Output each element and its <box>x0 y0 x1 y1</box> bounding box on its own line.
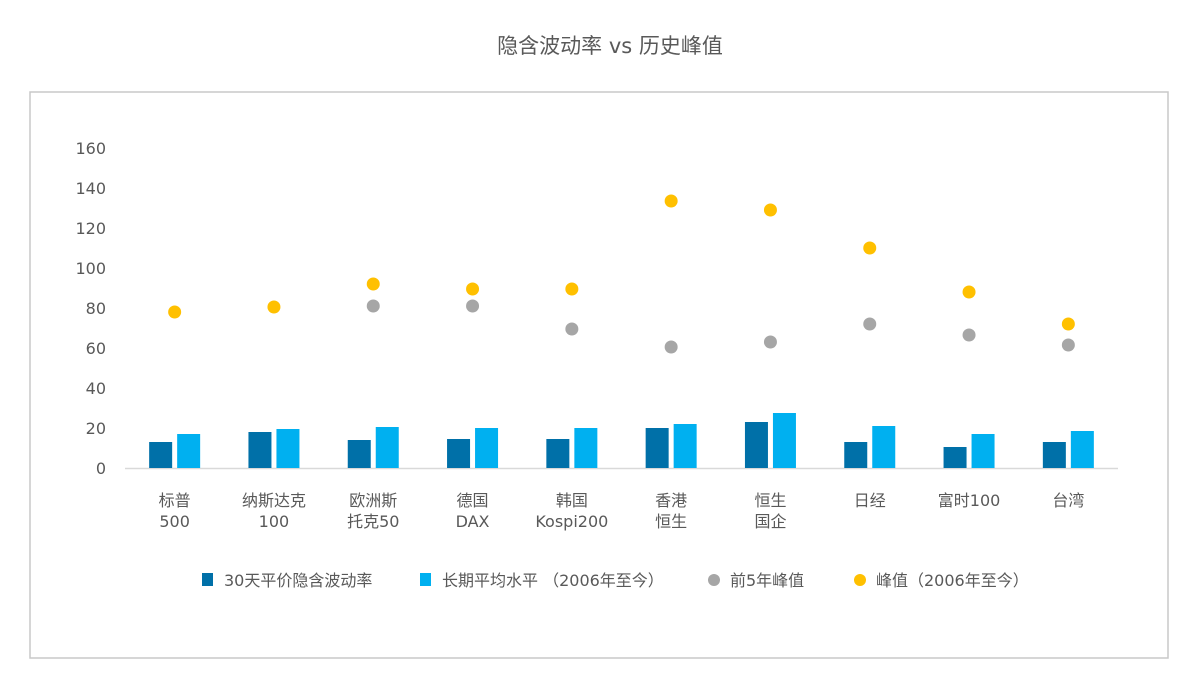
point-peak-since-2006 <box>763 203 777 217</box>
bar-30d-implied-vol <box>645 428 669 468</box>
bar-long-term-average <box>475 428 499 468</box>
bar-layer <box>149 413 1094 468</box>
category-label: 日经 <box>854 491 886 510</box>
point-peak-since-2006 <box>267 300 281 314</box>
point-peak-since-2006 <box>366 277 380 291</box>
scatter-layer <box>168 194 1075 354</box>
point-peak-since-2006 <box>863 241 877 255</box>
bar-30d-implied-vol <box>1042 442 1066 468</box>
bar-30d-implied-vol <box>248 432 272 468</box>
point-5y-peak <box>863 317 877 331</box>
point-5y-peak <box>466 299 480 313</box>
bar-30d-implied-vol <box>447 439 471 468</box>
legend-swatch <box>854 574 866 586</box>
category-label: 台湾 <box>1052 491 1084 510</box>
point-5y-peak <box>1061 338 1075 352</box>
legend-swatch <box>708 574 720 586</box>
x-axis: 标普500纳斯达克100欧洲斯托克50德国DAX韩国Kospi200香港恒生恒生… <box>125 467 1118 531</box>
y-tick-label: 20 <box>86 419 106 438</box>
category-label: 纳斯达克 <box>242 491 306 510</box>
point-peak-since-2006 <box>565 282 579 296</box>
bar-30d-implied-vol <box>943 447 967 468</box>
category-label: 100 <box>259 512 290 531</box>
category-label: 国企 <box>754 512 786 531</box>
point-5y-peak <box>565 322 579 336</box>
category-label: 欧洲斯 <box>349 491 397 510</box>
plot-frame <box>29 91 1169 659</box>
y-tick-label: 120 <box>75 219 106 238</box>
point-5y-peak <box>366 299 380 313</box>
y-tick-label: 140 <box>75 179 106 198</box>
point-5y-peak <box>664 340 678 354</box>
legend-label: 长期平均水平 （2006年至今） <box>442 571 664 590</box>
bar-long-term-average <box>1070 431 1094 468</box>
category-label: 德国 <box>457 491 489 510</box>
chart-title: 隐含波动率 vs 历史峰值 <box>497 34 723 58</box>
bar-30d-implied-vol <box>844 442 868 468</box>
category-label: 恒生 <box>655 512 687 531</box>
category-label: 托克50 <box>347 512 399 531</box>
bar-30d-implied-vol <box>347 440 371 468</box>
bar-long-term-average <box>971 434 995 468</box>
point-peak-since-2006 <box>466 282 480 296</box>
bar-30d-implied-vol <box>149 442 173 468</box>
legend-swatch <box>420 573 431 586</box>
bar-long-term-average <box>872 426 896 468</box>
bar-long-term-average <box>177 434 201 468</box>
point-peak-since-2006 <box>1061 317 1075 331</box>
legend-label: 前5年峰值 <box>730 571 804 590</box>
y-tick-label: 60 <box>86 339 106 358</box>
point-peak-since-2006 <box>168 305 182 319</box>
category-label: 标普 <box>159 491 191 510</box>
category-label: 香港 <box>655 491 687 510</box>
y-tick-label: 100 <box>75 259 106 278</box>
category-label: 富时100 <box>938 491 1001 510</box>
legend-swatch <box>202 573 213 586</box>
bar-long-term-average <box>276 429 300 468</box>
category-label: DAX <box>456 512 490 531</box>
category-label: Kospi200 <box>535 512 608 531</box>
bar-long-term-average <box>772 413 796 468</box>
category-label: 恒生 <box>754 491 786 510</box>
y-tick-label: 160 <box>75 139 106 158</box>
bar-30d-implied-vol <box>744 422 768 468</box>
bar-long-term-average <box>375 427 399 468</box>
point-5y-peak <box>962 328 976 342</box>
legend-label: 30天平价隐含波动率 <box>224 571 372 590</box>
y-tick-label: 40 <box>86 379 106 398</box>
point-5y-peak <box>763 335 777 349</box>
bar-30d-implied-vol <box>546 439 570 468</box>
point-peak-since-2006 <box>962 285 976 299</box>
legend: 30天平价隐含波动率 长期平均水平 （2006年至今） 前5年峰值 峰值（2006年至… <box>202 571 1029 590</box>
category-label: 韩国 <box>556 491 588 510</box>
category-label: 500 <box>159 512 190 531</box>
bar-long-term-average <box>574 428 598 468</box>
y-tick-label: 80 <box>86 299 106 318</box>
y-axis: 0 20 40 60 80 100 120 140 160 <box>75 139 106 478</box>
legend-label: 峰值（2006年至今） <box>876 571 1029 590</box>
point-peak-since-2006 <box>664 194 678 208</box>
bar-long-term-average <box>673 424 697 468</box>
y-tick-label: 0 <box>96 459 106 478</box>
